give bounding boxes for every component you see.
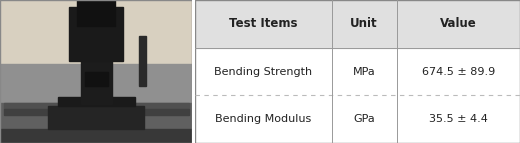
Bar	[81, 61, 112, 104]
Text: 674.5 ± 89.9: 674.5 ± 89.9	[422, 67, 495, 77]
Bar	[58, 97, 135, 106]
Bar	[48, 106, 145, 129]
Bar	[138, 36, 146, 86]
Text: Bending Modulus: Bending Modulus	[215, 114, 311, 124]
Text: GPa: GPa	[353, 114, 375, 124]
Text: MPa: MPa	[353, 67, 375, 77]
Bar	[0, 103, 192, 143]
Bar	[4, 109, 189, 115]
Bar	[0, 129, 192, 143]
Text: 35.5 ± 4.4: 35.5 ± 4.4	[429, 114, 488, 124]
Text: Test Items: Test Items	[229, 17, 297, 30]
Text: Value: Value	[440, 17, 477, 30]
Bar	[4, 103, 189, 109]
Bar	[77, 0, 115, 26]
Text: Bending Strength: Bending Strength	[214, 67, 313, 77]
Bar	[85, 72, 108, 86]
Bar	[0, 64, 192, 143]
Bar	[69, 7, 123, 61]
Bar	[195, 0, 520, 48]
Text: Unit: Unit	[350, 17, 378, 30]
